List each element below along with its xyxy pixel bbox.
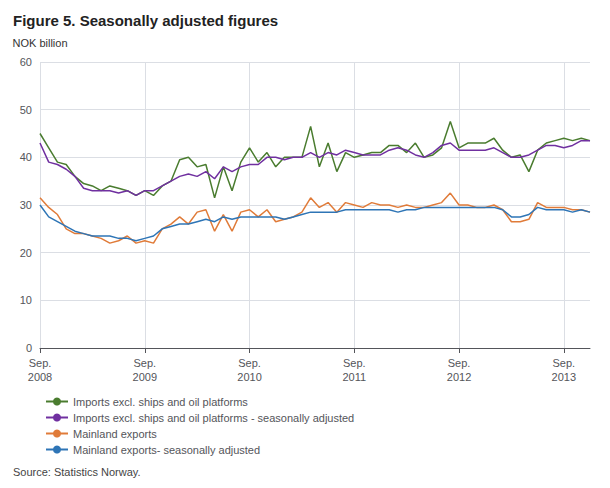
svg-text:60: 60: [20, 56, 32, 68]
svg-text:40: 40: [20, 151, 32, 163]
svg-text:Mainland exports: Mainland exports: [73, 428, 157, 440]
svg-text:Sep.: Sep.: [238, 357, 261, 369]
svg-text:Sep.: Sep.: [552, 357, 575, 369]
svg-text:2009: 2009: [133, 371, 157, 383]
svg-text:10: 10: [20, 294, 32, 306]
svg-text:Sep.: Sep.: [448, 357, 471, 369]
svg-text:2013: 2013: [552, 371, 576, 383]
svg-text:Sep.: Sep.: [343, 357, 366, 369]
svg-text:Source: Statistics Norway.: Source: Statistics Norway.: [13, 466, 141, 478]
svg-text:NOK billion: NOK billion: [12, 37, 67, 49]
svg-text:2008: 2008: [28, 371, 52, 383]
svg-text:2012: 2012: [447, 371, 471, 383]
svg-text:30: 30: [20, 199, 32, 211]
svg-text:Figure 5. Seasonally adjusted: Figure 5. Seasonally adjusted figures: [13, 12, 278, 29]
svg-text:Mainland exports- seasonally a: Mainland exports- seasonally adjusted: [73, 444, 260, 456]
svg-text:20: 20: [20, 247, 32, 259]
svg-text:2011: 2011: [342, 371, 366, 383]
svg-text:Sep.: Sep.: [29, 357, 52, 369]
svg-text:2010: 2010: [237, 371, 261, 383]
svg-text:Sep.: Sep.: [133, 357, 156, 369]
svg-text:Imports excl. ships and oil pl: Imports excl. ships and oil platforms - …: [73, 412, 354, 424]
svg-text:50: 50: [20, 104, 32, 116]
svg-text:Imports excl. ships and oil pl: Imports excl. ships and oil platforms: [73, 396, 248, 408]
svg-text:0: 0: [26, 342, 32, 354]
